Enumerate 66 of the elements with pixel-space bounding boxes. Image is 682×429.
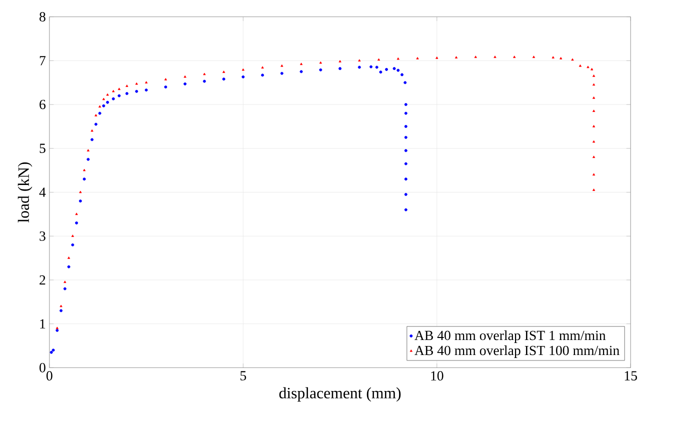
point [135,90,138,93]
y-tick-label: 2 [40,275,46,285]
y-tick-label: 6 [40,100,46,110]
point [106,100,110,104]
point [90,138,94,142]
x-tick-label: 10 [431,371,444,381]
point [184,82,187,86]
point [75,221,78,224]
legend-label: AB 40 mm overlap IST 100 mm/min [414,345,620,358]
y-tick-label: 5 [40,144,46,154]
y-tick-label: 1 [40,319,46,328]
point [164,86,168,88]
point [404,103,408,106]
x-axis-title: displacement (mm) [279,387,401,402]
y-tick-label: 3 [40,231,46,241]
point [396,68,400,72]
y-axis-title: load (kN) [18,162,32,222]
point [102,104,106,108]
point [86,158,90,161]
point [56,328,59,332]
point [118,94,121,98]
point [261,74,264,77]
point [404,162,408,166]
point [82,178,86,181]
point [358,66,361,69]
point [338,67,342,70]
point [144,88,148,92]
point [94,122,98,126]
y-tick-label: 7 [40,56,46,66]
point [280,72,284,75]
x-tick-label: 15 [624,371,637,380]
y-tick-label: 0 [40,363,46,372]
point [404,178,408,181]
point [52,348,55,352]
y-tick-label: 8 [40,12,46,22]
point [222,78,226,81]
x-tick-label: 5 [240,371,246,380]
point [50,350,53,354]
point [404,149,408,152]
point [404,208,408,212]
x-tick-label: 0 [46,371,52,381]
point [112,97,115,100]
point [400,73,404,76]
point [319,68,322,72]
point [404,136,408,139]
point [404,112,408,115]
point [404,192,408,196]
point [375,66,378,69]
point [71,243,74,246]
point [202,80,206,83]
point [404,81,407,84]
legend-label: AB 40 mm overlap IST 1 mm/min [414,330,606,343]
point [98,112,102,115]
point [67,265,70,268]
point [385,68,388,71]
point [404,124,408,128]
y-tick-label: 4 [39,188,46,197]
point [392,67,396,70]
point [63,287,66,290]
point [125,92,128,96]
point [242,75,245,78]
point [60,309,63,312]
point [370,65,372,68]
point [300,70,303,74]
point [78,200,82,203]
point [379,70,382,74]
